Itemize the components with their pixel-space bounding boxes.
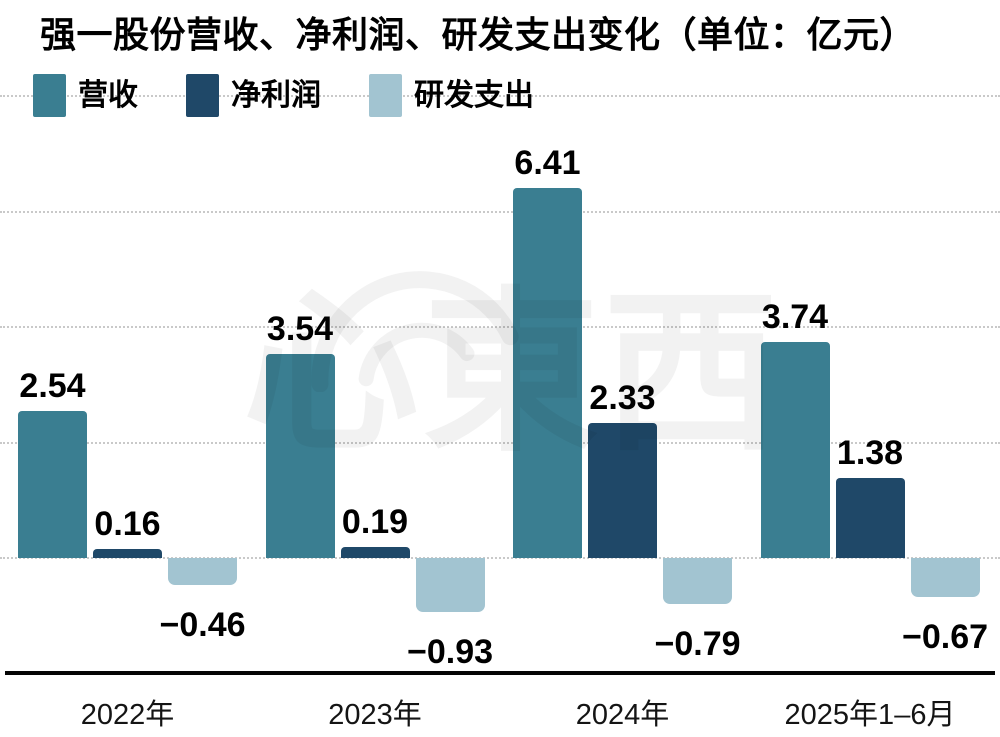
value-label: −0.46 — [159, 605, 246, 644]
gridline — [0, 557, 1000, 559]
value-label: 3.74 — [761, 298, 829, 336]
legend-label-net-profit: 净利润 — [231, 79, 321, 112]
x-axis-label: 2023年 — [328, 699, 422, 731]
bar — [513, 187, 582, 558]
gridline — [0, 326, 1000, 328]
legend-item-rd-spend: 研发支出 — [369, 74, 534, 117]
value-label: 0.16 — [94, 504, 161, 543]
legend-swatch-revenue — [33, 74, 66, 117]
bar — [265, 353, 335, 558]
bar — [18, 411, 87, 558]
legend-swatch-rd-spend — [369, 74, 402, 117]
legend: 营收 净利润 研发支出 — [33, 74, 534, 117]
x-axis-label: 2022年 — [80, 699, 175, 731]
gridline — [0, 210, 1000, 213]
value-label: −0.67 — [901, 617, 989, 656]
bar — [663, 558, 732, 604]
legend-label-rd-spend: 研发支出 — [414, 79, 534, 112]
value-label: −0.93 — [406, 632, 494, 671]
value-label: 2.33 — [589, 379, 656, 418]
bar — [760, 342, 830, 558]
bar — [910, 558, 980, 597]
bar — [340, 547, 410, 558]
value-label: −0.79 — [654, 624, 741, 663]
value-label: 6.41 — [514, 143, 581, 182]
bar — [588, 423, 657, 558]
x-axis-label: 2025年1–6月 — [784, 699, 956, 731]
legend-swatch-net-profit — [186, 74, 219, 117]
legend-label-revenue: 营收 — [78, 79, 138, 112]
x-axis-label: 2024年 — [575, 699, 670, 731]
gridline — [0, 441, 1000, 444]
bar — [168, 558, 237, 585]
gridline — [0, 95, 1000, 97]
value-label: 2.54 — [19, 367, 86, 406]
chart-title: 强一股份营收、净利润、研发支出变化（单位：亿元） — [40, 14, 917, 55]
x-axis-line — [5, 671, 995, 675]
value-label: 1.38 — [836, 434, 904, 473]
legend-item-net-profit: 净利润 — [186, 74, 321, 117]
legend-item-revenue: 营收 — [33, 74, 138, 117]
value-label: 0.19 — [341, 503, 409, 542]
bar — [93, 548, 162, 558]
bar — [835, 478, 905, 558]
bar — [415, 558, 485, 612]
value-label: 3.54 — [266, 309, 334, 348]
